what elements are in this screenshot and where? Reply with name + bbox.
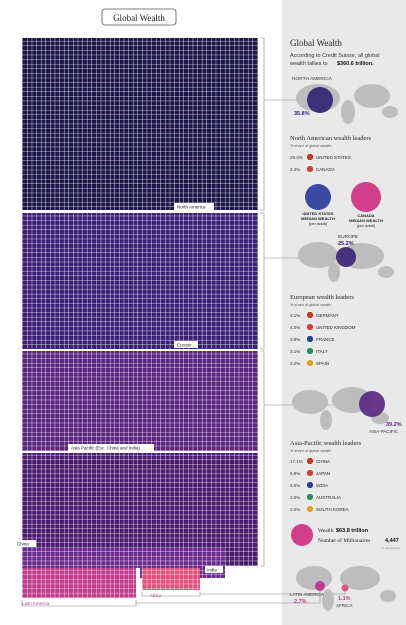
leader-country: UNITED KINGDOM xyxy=(316,325,356,330)
leader-share: 3.1% xyxy=(290,349,300,354)
leader-share: 2.0% xyxy=(290,495,300,500)
leader-country: ITALY xyxy=(316,349,328,354)
leader-list: 29.4% UNITED STATES 2.4% CANADA xyxy=(290,153,351,173)
leader-country: INDIA xyxy=(316,483,328,488)
median-label: MEDIAN WEALTH xyxy=(349,218,383,223)
intro: wealth tallies to xyxy=(289,61,328,67)
median-label: (per adult) xyxy=(357,223,376,228)
leader-country: AUSTRALIA xyxy=(316,495,341,500)
leader-share: 3.5% xyxy=(290,483,300,488)
intro: According to Credit Suisse, all global xyxy=(290,53,380,59)
flag xyxy=(306,457,314,465)
region-bubble xyxy=(359,391,385,417)
region-bubble xyxy=(307,87,333,113)
leader-country: UNITED STATES xyxy=(316,155,351,160)
title-box xyxy=(101,8,177,26)
label-bg xyxy=(174,203,214,210)
sidebar-title: Global Wealth xyxy=(290,38,342,48)
section-subtitle: % share of global wealth xyxy=(290,144,331,148)
flag xyxy=(306,481,314,489)
leader-country: GERMANY xyxy=(316,313,339,318)
flag xyxy=(306,323,314,331)
leader-country: CHINA xyxy=(316,459,330,464)
leader-list: 17.1% CHINA 6.9% JAPAN 3.5% INDIA 2.0% AUSTRALI… xyxy=(290,457,349,513)
region-bubble xyxy=(341,584,349,592)
section-title: European wealth leaders xyxy=(290,294,354,301)
leader-share: 2.4% xyxy=(290,167,300,172)
leader-country: SOUTH KOREA xyxy=(316,507,349,512)
label-bg xyxy=(14,540,36,547)
region-label: China xyxy=(17,542,29,547)
leader-share: 2.2% xyxy=(290,361,300,366)
section-subtitle: % share of global wealth xyxy=(290,303,331,307)
map-label: NORTH AMERICA xyxy=(292,76,333,82)
median-label: UNITED STATES xyxy=(302,211,334,216)
leader-country: FRANCE xyxy=(316,337,335,342)
leader-share: 4.0% xyxy=(290,325,300,330)
region-bubble xyxy=(315,581,325,591)
china-millionaires: 4,447 xyxy=(385,538,399,544)
median-circle xyxy=(351,182,381,212)
median-label: MEDIAN WEALTH xyxy=(301,216,335,221)
china-note: (in thousands) xyxy=(381,546,400,550)
region-label: India xyxy=(207,568,217,573)
region-label: Africa xyxy=(150,593,162,598)
leader-share: 17.1% xyxy=(290,459,303,464)
flag xyxy=(306,359,314,367)
region-bubble xyxy=(336,247,356,267)
median-circle xyxy=(305,184,331,210)
section-title: Asia-Pacific wealth leaders xyxy=(290,440,362,447)
leader-list: 4.1% GERMANY 4.0% UNITED KINGDOM 3.8% FRANCE 3… xyxy=(290,311,356,367)
map-share: 39.2% xyxy=(386,422,402,428)
region-label: North America xyxy=(177,205,206,210)
label-bg xyxy=(68,444,154,451)
median-labels: UNITED STATES MEDIAN WEALTH (per adult) … xyxy=(301,211,383,228)
flag xyxy=(306,505,314,513)
intro-total: $360.6 trillion. xyxy=(337,61,374,67)
region-label: Europe xyxy=(177,343,192,348)
flag xyxy=(306,165,314,173)
flag xyxy=(306,311,314,319)
leader-share: 4.1% xyxy=(290,313,300,318)
china-circle xyxy=(291,524,313,546)
map-label: ASIA-PACIFIC xyxy=(369,429,399,434)
flag xyxy=(306,153,314,161)
leader-share: 29.4% xyxy=(290,155,303,160)
map-label: LATIN AMERICA xyxy=(290,592,324,597)
china-millionaires-label: Number of Millionaires xyxy=(318,537,370,544)
map-label: AFRICA xyxy=(336,603,353,608)
waffle xyxy=(22,38,258,598)
median-label: CANADA xyxy=(357,213,374,218)
china-wealth: $63.8 trillion xyxy=(336,528,369,534)
map-share: 25.2% xyxy=(338,241,354,247)
map-share: 1.1% xyxy=(338,596,351,602)
region-labels: North America Europe Asia Pacific (Exc. … xyxy=(14,203,223,606)
map-share: 35.8% xyxy=(294,111,310,117)
leader-country: CANADA xyxy=(316,167,335,172)
flag xyxy=(306,469,314,477)
region-label: Latin America xyxy=(22,601,50,606)
page-title: Global Wealth xyxy=(113,13,165,23)
region-label: Asia Pacific (Exc. China and India) xyxy=(71,446,141,451)
leader-country: JAPAN xyxy=(316,471,330,476)
section-title: North American wealth leaders xyxy=(290,135,372,142)
section-subtitle: % share of global wealth xyxy=(290,449,331,453)
label-bg xyxy=(205,566,223,573)
china-wealth-label: Wealth xyxy=(318,528,334,534)
median-label: (per adult) xyxy=(309,221,328,226)
flag xyxy=(306,335,314,343)
map-share: 2.7% xyxy=(294,599,307,605)
leader-country: SPAIN xyxy=(316,361,329,366)
leader-share: 2.0% xyxy=(290,507,300,512)
flag xyxy=(306,347,314,355)
maps xyxy=(292,84,398,611)
leader-share: 6.9% xyxy=(290,471,300,476)
flag xyxy=(306,493,314,501)
label-bg xyxy=(174,341,198,348)
grid-overlay xyxy=(22,38,258,598)
leader-share: 3.8% xyxy=(290,337,300,342)
map-label: EUROPE xyxy=(338,234,358,240)
